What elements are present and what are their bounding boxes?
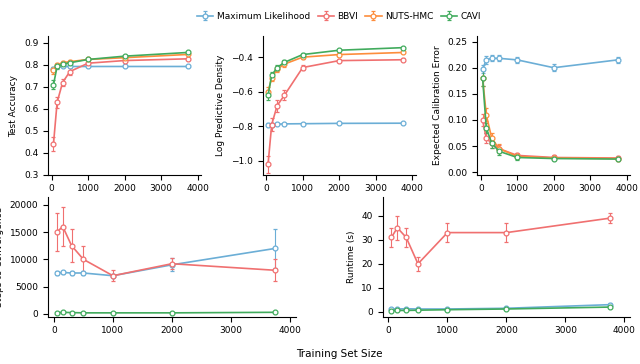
Y-axis label: Expected Calibration Error: Expected Calibration Error [433,46,442,165]
Text: Training Set Size: Training Set Size [296,349,383,359]
Legend: Maximum Likelihood, BBVI, NUTS-HMC, CAVI: Maximum Likelihood, BBVI, NUTS-HMC, CAVI [193,8,485,24]
Y-axis label: Test Accuracy: Test Accuracy [10,75,19,136]
Y-axis label: Runtime (s): Runtime (s) [347,230,356,283]
Y-axis label: Steps to Convergence: Steps to Convergence [0,206,4,307]
Y-axis label: Log Predictive Density: Log Predictive Density [216,55,225,156]
